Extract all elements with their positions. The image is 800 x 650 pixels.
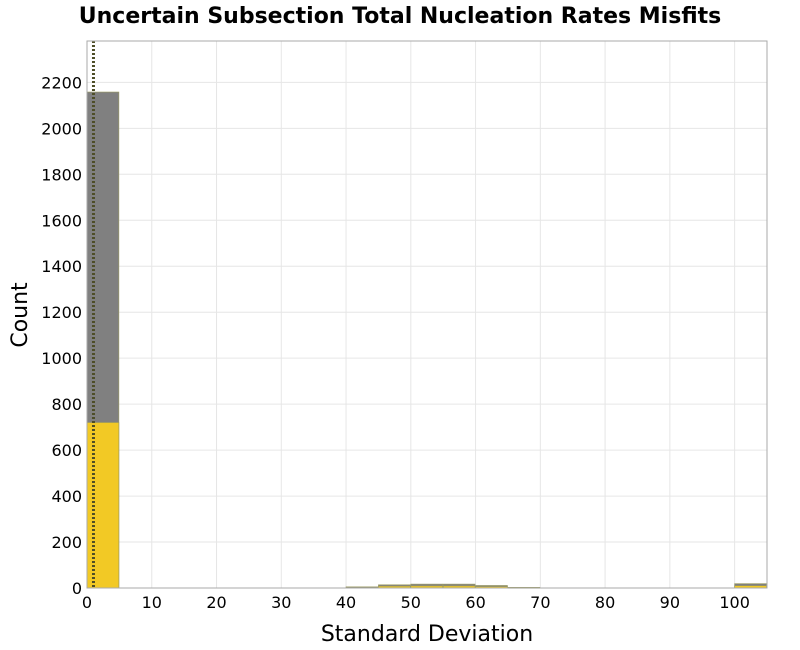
y-tick-label: 2200: [41, 73, 82, 92]
x-tick-label: 90: [660, 593, 680, 612]
y-tick-label: 400: [51, 487, 82, 506]
y-tick-label: 600: [51, 441, 82, 460]
y-tick-label: 1000: [41, 349, 82, 368]
chart-title: Uncertain Subsection Total Nucleation Ra…: [79, 4, 721, 29]
bars: [86, 91, 767, 589]
y-tick-label: 200: [51, 533, 82, 552]
x-tick-label: 40: [336, 593, 356, 612]
y-tick-label: 1800: [41, 165, 82, 184]
y-tick-label: 1600: [41, 211, 82, 230]
histogram-bar-subset: [86, 422, 120, 589]
x-tick-label: 20: [206, 593, 226, 612]
plot-frame: [86, 40, 768, 589]
grid: [86, 41, 767, 589]
x-tick-labels: 0 10 20 30 40 50 60 70 80 90 100: [82, 593, 750, 612]
x-tick-label: 0: [82, 593, 92, 612]
y-tick-labels: 0 200 400 600 800 1000 1200 1400 1600 1800 2000 220…: [41, 73, 82, 598]
x-tick-label: 10: [142, 593, 162, 612]
y-tick-label: 1200: [41, 303, 82, 322]
x-tick-label: 30: [271, 593, 291, 612]
x-tick-label: 60: [465, 593, 485, 612]
x-tick-label: 70: [530, 593, 550, 612]
y-tick-label: 0: [72, 579, 82, 598]
x-tick-label: 50: [401, 593, 421, 612]
y-tick-label: 2000: [41, 119, 82, 138]
x-tick-label: 100: [719, 593, 750, 612]
x-axis-label: Standard Deviation: [321, 622, 533, 647]
y-tick-label: 1400: [41, 257, 82, 276]
x-tick-label: 80: [595, 593, 615, 612]
y-axis-label: Count: [8, 282, 33, 348]
y-tick-label: 800: [51, 395, 82, 414]
